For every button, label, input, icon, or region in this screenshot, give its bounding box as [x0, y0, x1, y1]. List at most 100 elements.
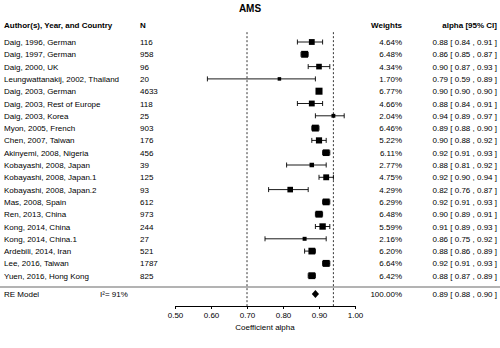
study-label: Daig, 2003, Rest of Europe [4, 100, 101, 109]
point-estimate [323, 174, 329, 180]
summary-diamond [312, 290, 319, 298]
study [315, 88, 322, 95]
weight-label: 6.46% [379, 124, 402, 133]
point-estimate [319, 223, 325, 229]
ci-cap [308, 187, 309, 192]
tick-label: 0.90 [312, 311, 328, 320]
row-texts: Daig, 1996, German1164.64%0.88 [ 0.84 , … [4, 38, 497, 299]
ci-cap [286, 163, 287, 168]
study [207, 76, 315, 81]
weight-label: 5.59% [379, 223, 402, 232]
estimate-label: 0.90 [ 0.88 , 0.92 ] [433, 136, 498, 145]
sample-size: 93 [140, 186, 149, 195]
study [323, 260, 330, 267]
tick: 0.70 [240, 306, 256, 320]
estimate-label: 0.90 [ 0.89 , 0.91 ] [433, 210, 498, 219]
estimate-label: 0.86 [ 0.75 , 0.92 ] [433, 235, 498, 244]
ci-cap [308, 64, 309, 69]
ci-whisker [265, 238, 326, 239]
sample-size: 4633 [140, 87, 158, 96]
tick-label: 1.00 [348, 311, 364, 320]
tick-mark [247, 306, 248, 309]
column-header: Author(s), Year, and Country [4, 21, 113, 30]
point-estimate [316, 64, 322, 70]
sample-size: 1787 [140, 259, 158, 268]
estimate-label: 0.89 [ 0.88 , 0.90 ] [433, 124, 498, 133]
weight-label: 6.29% [379, 198, 402, 207]
sample-size: 825 [140, 272, 154, 281]
estimate-label: 0.94 [ 0.89 , 0.97 ] [433, 112, 498, 121]
sample-size: 244 [140, 223, 154, 232]
tick-label: 0.70 [240, 311, 256, 320]
sample-size: 903 [140, 124, 154, 133]
point-estimate [308, 248, 315, 255]
sample-size: 125 [140, 173, 154, 182]
study-label: Ardebili, 2014, Iran [4, 247, 71, 256]
weight-label: 4.64% [379, 38, 402, 47]
point-estimate [308, 272, 315, 279]
study-label: Yuen, 2016, Hong Kong [4, 272, 89, 281]
ci-cap [326, 236, 327, 241]
point-estimate [301, 51, 308, 58]
study-label: Kobayashi, 2008, Japan.2 [4, 186, 97, 195]
tick: 0.90 [312, 306, 328, 320]
point-estimate [323, 199, 330, 206]
study [308, 272, 315, 279]
weight-label: 2.16% [379, 235, 402, 244]
study-label: Myon, 2005, French [4, 124, 75, 133]
sample-size: 116 [140, 38, 153, 47]
ci-cap [329, 224, 330, 229]
ci-cap [322, 101, 323, 106]
point-estimate [287, 187, 293, 193]
estimate-label: 0.79 [ 0.59 , 0.89 ] [433, 75, 498, 84]
chart: AMSAuthor(s), Year, and CountryNWeightsa… [0, 0, 500, 348]
tick-mark [175, 306, 176, 309]
tick: 0.80 [276, 306, 292, 320]
study [323, 149, 330, 156]
ci-cap [322, 40, 323, 45]
tick: 0.60 [204, 306, 220, 320]
weight-label: 4.29% [379, 186, 402, 195]
ci-cap [268, 187, 269, 192]
ci-cap [297, 101, 298, 106]
sample-size: 973 [140, 210, 154, 219]
point-estimate [323, 149, 330, 156]
point-estimate [309, 101, 315, 107]
ci-cap [304, 249, 305, 254]
estimate-label: 0.88 [ 0.86 , 0.89 ] [433, 247, 498, 256]
ci-cap [344, 113, 345, 118]
column-header: alpha [95% CI] [442, 21, 497, 30]
study-label: Ren, 2013, China [4, 210, 67, 219]
tick-mark [283, 306, 284, 309]
ci-cap [326, 138, 327, 143]
tick: 0.50 [168, 306, 184, 320]
point-estimate [303, 237, 307, 241]
study-label: Leungwattanakij, 2002, Thailand [4, 75, 119, 84]
estimate-label: 0.92 [ 0.91 , 0.93 ] [433, 198, 498, 207]
ci-whisker [315, 115, 344, 116]
tick: 1.00 [348, 306, 364, 320]
summary-label: RE Model [4, 290, 39, 299]
reference-lines [247, 32, 333, 306]
weight-label: 2.77% [379, 161, 402, 170]
study [315, 211, 322, 218]
point-estimate [315, 88, 322, 95]
study-label: Daig, 1997, German [4, 50, 76, 59]
study [312, 125, 319, 132]
ci-cap [315, 76, 316, 81]
study-label: Kong, 2014, China [4, 223, 71, 232]
study-label: Kobayashi, 2008, Japan.1 [4, 173, 97, 182]
separator [0, 287, 500, 288]
ci-cap [333, 175, 334, 180]
sample-size: 39 [140, 161, 149, 170]
ci-whisker [207, 78, 315, 79]
sample-size: 176 [140, 136, 154, 145]
point-estimate [278, 77, 282, 81]
study [315, 113, 344, 118]
study [312, 137, 326, 143]
estimate-label: 0.88 [ 0.84 , 0.91 ] [433, 38, 498, 47]
tick-mark [211, 306, 212, 309]
axis-line [176, 307, 356, 310]
estimate-label: 0.90 [ 0.90 , 0.90 ] [433, 87, 498, 96]
tick-label: 0.60 [204, 311, 220, 320]
